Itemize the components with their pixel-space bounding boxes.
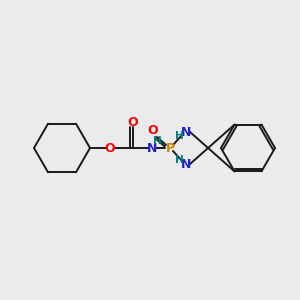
- Text: N: N: [147, 142, 157, 154]
- Text: P: P: [165, 142, 175, 154]
- Text: O: O: [128, 116, 138, 130]
- Text: O: O: [105, 142, 115, 154]
- Text: N: N: [181, 158, 191, 170]
- Text: O: O: [148, 124, 158, 137]
- Text: H: H: [175, 131, 183, 141]
- Text: H: H: [175, 155, 183, 165]
- Text: H: H: [153, 136, 161, 146]
- Text: N: N: [181, 125, 191, 139]
